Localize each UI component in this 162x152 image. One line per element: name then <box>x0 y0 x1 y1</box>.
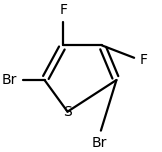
Text: F: F <box>59 3 67 17</box>
Text: F: F <box>139 53 147 67</box>
Text: Br: Br <box>2 73 17 87</box>
Text: Br: Br <box>92 136 107 150</box>
Text: S: S <box>63 105 72 119</box>
